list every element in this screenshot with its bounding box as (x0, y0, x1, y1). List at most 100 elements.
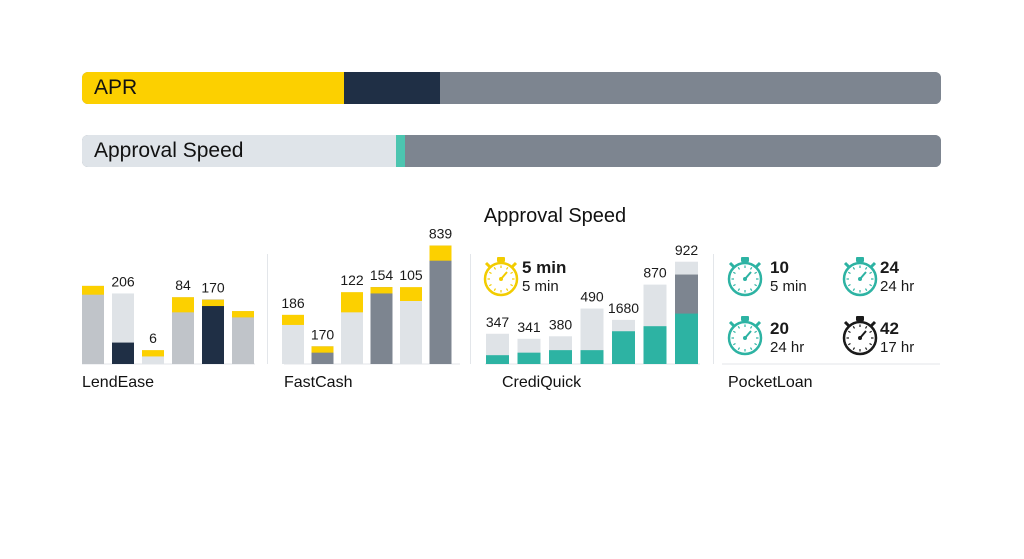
stopwatch-icon (489, 283, 492, 287)
apr-segment-2 (343, 72, 441, 104)
apr-label: APR (94, 76, 138, 99)
data-label: 186 (281, 295, 305, 311)
stopwatch-icon (737, 267, 741, 270)
data-label: 105 (399, 267, 423, 283)
stopwatch-icon (510, 283, 513, 287)
stopwatch-icon (737, 326, 741, 329)
stopwatch-icon (754, 271, 757, 275)
apr-segment-1 (82, 72, 344, 104)
stopwatch-icon (493, 288, 497, 291)
stopwatch-icon (858, 277, 862, 281)
timer-value: 20 (770, 319, 789, 338)
bar (172, 297, 194, 364)
panel-label-lendease: LendEase (82, 374, 155, 391)
bar-fill (486, 355, 509, 364)
apr-bar: APR (82, 72, 941, 104)
stopwatch-icon (864, 267, 868, 270)
stopwatch-icon (505, 288, 509, 291)
bar (232, 311, 254, 364)
data-label: 347 (486, 314, 510, 330)
speed-segment-1 (82, 135, 396, 167)
panel-label-crediquick: CrediQuick (502, 374, 582, 391)
data-label: 122 (340, 272, 364, 288)
stopwatch-icon (749, 288, 753, 291)
stopwatch-icon (869, 342, 872, 346)
data-label: 170 (201, 280, 225, 296)
stopwatch-icon (737, 288, 741, 291)
stopwatch-icon (497, 257, 505, 262)
bar-fill (643, 326, 667, 364)
bar (400, 287, 422, 364)
stopwatch-icon (869, 271, 872, 275)
stopwatch-icon (852, 267, 856, 270)
stopwatch-icon (858, 336, 862, 340)
bar-cap (429, 245, 452, 261)
timer-value: 24 (880, 258, 899, 277)
stopwatch-icon (864, 347, 868, 350)
stopwatch-icon (727, 320, 763, 356)
data-label: 380 (549, 316, 573, 332)
bar (429, 245, 452, 364)
stopwatch-icon (754, 330, 757, 334)
stopwatch-icon (852, 347, 856, 350)
timer-sub: 24 hr (770, 339, 804, 356)
stopwatch-icon (483, 261, 519, 297)
bar (82, 285, 104, 364)
bar-cap (232, 311, 254, 318)
bar-cap (82, 285, 104, 295)
speed-segment-3 (404, 135, 941, 167)
timer-sub: 5 min (522, 278, 559, 295)
bar-cap (282, 314, 304, 325)
bar-cap (341, 292, 363, 313)
stopwatch-icon (733, 330, 736, 334)
bar-cap (202, 299, 224, 307)
bar-cap (172, 297, 194, 313)
stopwatch-icon (754, 342, 757, 346)
chart-title: Approval Speed (483, 205, 627, 227)
timer-sub: 24 hr (880, 278, 914, 295)
stopwatch-icon (869, 283, 872, 287)
stopwatch-icon (737, 347, 741, 350)
stopwatch-icon (743, 336, 747, 340)
approval-speed-bar: Approval Speed (82, 135, 941, 167)
bar-cap (370, 287, 393, 294)
bar-cap (400, 287, 422, 301)
stopwatch-icon (749, 347, 753, 350)
stopwatch-icon (864, 288, 868, 291)
panel-divider (470, 254, 471, 364)
bar-cap (142, 350, 164, 357)
stopwatch-icon (733, 271, 736, 275)
bar-fill (675, 313, 698, 364)
panel-label-fastcash: FastCash (284, 374, 353, 391)
bar (370, 287, 393, 364)
stopwatch-icon (733, 342, 736, 346)
bar-fill (517, 352, 541, 364)
stopwatch-icon (749, 267, 753, 270)
bar-fill (612, 331, 635, 364)
speed-segment-2 (395, 135, 405, 167)
data-label: 839 (429, 226, 453, 242)
data-label: 1680 (608, 300, 639, 316)
timer-value: 10 (770, 258, 789, 277)
timer-sub: 5 min (770, 278, 807, 295)
stopwatch-icon (741, 257, 749, 262)
data-label: 922 (675, 242, 699, 258)
data-label: 84 (175, 277, 191, 293)
data-label: 341 (517, 319, 541, 335)
bar-fill (549, 350, 572, 364)
stopwatch-icon (856, 257, 864, 262)
data-label: 206 (111, 273, 135, 289)
stopwatch-icon (489, 271, 492, 275)
stopwatch-icon (505, 267, 509, 270)
apr-segment-3 (440, 72, 941, 104)
timer-value: 42 (880, 319, 899, 338)
timer-sub: 17 hr (880, 339, 914, 356)
stopwatch-icon (848, 283, 851, 287)
stopwatch-icon (864, 326, 868, 329)
bar-cap (675, 261, 698, 275)
bar-fill (112, 342, 134, 364)
stopwatch-icon (842, 320, 878, 356)
timer-value: 5 min (522, 258, 566, 277)
stopwatch-icon (869, 330, 872, 334)
